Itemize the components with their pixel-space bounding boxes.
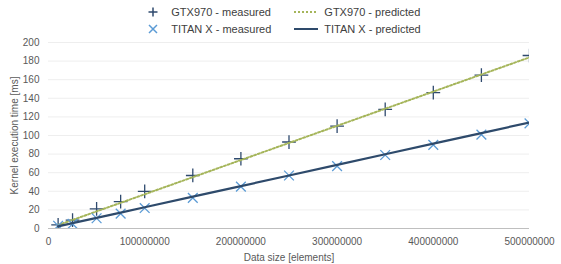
svg-text:60: 60 [28,167,40,178]
svg-text:500000000: 500000000 [504,236,554,247]
svg-text:20: 20 [28,204,40,215]
svg-text:100: 100 [23,130,40,141]
svg-text:160: 160 [23,74,40,85]
html-text:GTX970 - predicted: GTX970 - predicted [324,6,421,19]
svg-text:0: 0 [34,223,40,234]
svg-text:200000000: 200000000 [216,236,266,247]
svg-text:100000000: 100000000 [120,236,170,247]
svg-text:0: 0 [46,236,52,247]
svg-text:180: 180 [23,55,40,66]
svg-text:200: 200 [23,37,40,48]
svg-text:Data size [elements]: Data size [elements] [244,252,335,263]
html-text:TITAN X - measured: TITAN X - measured [171,22,272,35]
html-text:GTX970 - measured: GTX970 - measured [171,6,271,19]
svg-text:400000000: 400000000 [408,236,458,247]
svg-text:40: 40 [28,186,40,197]
svg-text:300000000: 300000000 [312,236,362,247]
svg-text:120: 120 [23,111,40,122]
html-text:TITAN X - predicted: TITAN X - predicted [324,22,421,35]
svg-text:140: 140 [23,93,40,104]
svg-text:Kernel execution time [ms]: Kernel execution time [ms] [9,76,20,194]
svg-text:80: 80 [28,148,40,159]
